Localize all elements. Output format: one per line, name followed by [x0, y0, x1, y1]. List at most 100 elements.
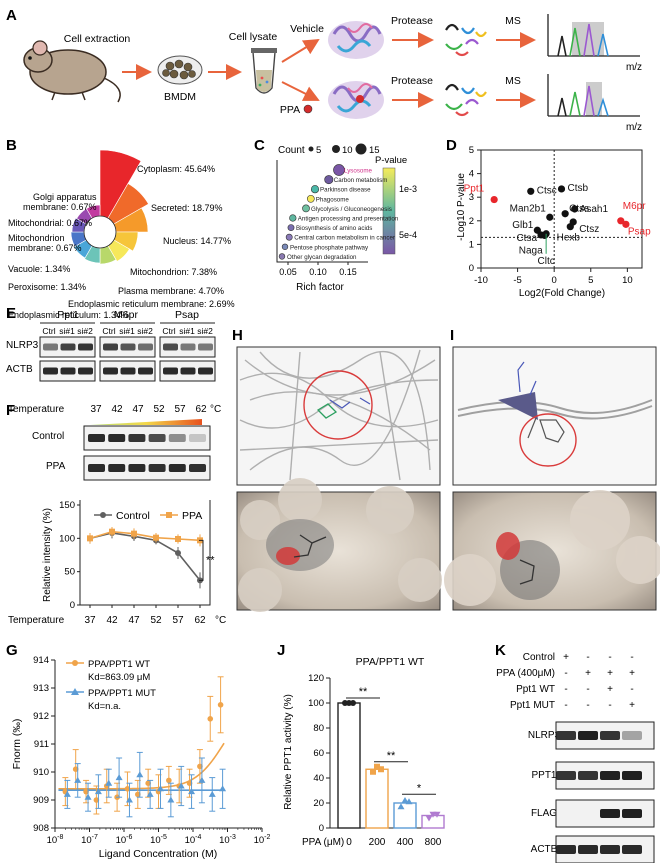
mst-ytick-3: 911	[34, 739, 49, 750]
bar-rep-2-1	[401, 797, 409, 803]
pvalue-label: P-value	[375, 155, 407, 166]
volcano-ytick-5: 5	[469, 145, 474, 156]
blot-e-lane-1-1: si#1	[119, 326, 135, 336]
mouse-illustration	[23, 40, 121, 103]
pie-center	[83, 215, 117, 249]
count-label: Count	[278, 145, 305, 156]
panel-label-j: J	[277, 642, 285, 659]
bar-rep-1-2	[378, 766, 384, 773]
mst-point-wt-15	[217, 702, 224, 708]
blot-k-sign-1-3: +	[629, 668, 635, 679]
bubble-6	[287, 224, 295, 231]
count-legend-15-label: 15	[369, 145, 380, 156]
blot-e-band-2-actb-1	[180, 367, 196, 375]
volcano-label-m6pr: M6pr	[623, 201, 646, 212]
blot-k-sign-3-2: -	[608, 700, 611, 711]
mst-point-mut-8	[146, 790, 154, 797]
ms-spectrum-bottom: m/z	[547, 74, 642, 133]
blot-e-band-1-nlrp3-0	[103, 343, 118, 351]
blot-e-group-psap: Psap	[175, 309, 199, 321]
volcano-ytick-1: 1	[469, 239, 474, 250]
line-f-legend-marker-0	[100, 512, 106, 518]
panel-e-western-blot: Ppt1 M6pr Psap Ctrl si#1 si#2 Ctrl si#1 si#2 C…	[6, 309, 216, 382]
line-f-series-control	[89, 532, 201, 581]
panel-f-cetsa: Temperature 37 42 47 52 57 62 °C Control PPA …	[8, 404, 226, 626]
blot-k-band-ppt1-2	[600, 771, 620, 780]
line-f-legend-control: Control	[116, 510, 150, 522]
bar-sig-2: *	[417, 782, 422, 794]
blot-k-band-ppt1-3	[622, 771, 642, 780]
line-f-legend-ppa: PPA	[182, 510, 202, 522]
blot-e-band-2-actb-2	[198, 367, 213, 375]
blot-k-band-nlrp3-1	[578, 731, 598, 740]
pie-label-mitochondrial: Mitochondrial: 0.67%	[8, 218, 92, 228]
blot-e-row-nlrp3: NLRP3	[6, 340, 39, 351]
volcano-label-ppt1: Ppt1	[464, 184, 485, 195]
volcano-point-ppt1	[490, 195, 498, 204]
blot-e-band-2-nlrp3-0	[163, 343, 178, 351]
volcano-point-ctsc	[527, 187, 535, 195]
count-legend-10	[332, 145, 340, 153]
blot-e-lane-2-2: si#2	[197, 326, 213, 336]
blot-k-band-actb-0	[556, 845, 576, 854]
mst-point-wt-2	[83, 788, 89, 795]
mst-point-wt-10	[166, 777, 172, 784]
cell-lysate-label: Cell lysate	[229, 31, 278, 43]
blot-f-band-control-3	[148, 434, 166, 442]
volcano-point-ctss	[561, 210, 569, 218]
panel-label-a: A	[6, 7, 17, 24]
lysate-tube	[251, 48, 277, 94]
bubble-term-4: Glycolysis / Gluconeogenesis	[311, 206, 392, 213]
volcano-xtick-1: -5	[513, 275, 521, 286]
colorbar-tick-1e3: 1e-3	[399, 184, 417, 194]
bubble-9	[278, 253, 286, 260]
volcano-point-man2b1	[546, 213, 554, 221]
panel-label-i: I	[450, 327, 454, 344]
blot-e-lane-2-1: si#1	[179, 326, 195, 336]
blot-k-sign-0-1: -	[586, 652, 589, 663]
line-f-xtick-42: 42	[106, 615, 118, 626]
mst-point-mut-15	[219, 785, 227, 792]
mst-xtick-6: 10-2	[254, 834, 271, 846]
line-f-xlabel: Temperature	[8, 615, 65, 626]
blot-e-lane-1-2: si#2	[137, 326, 153, 336]
blot-f-row-control: Control	[32, 431, 64, 442]
mst-point-mut-1	[74, 776, 82, 783]
count-legend-5-label: 5	[316, 145, 321, 156]
blot-k-sign-3-0: -	[564, 700, 567, 711]
panel-label-b: B	[6, 137, 17, 154]
bubble-term-3: Phagosome	[316, 196, 350, 203]
colorbar-tick-5e4: 5e-4	[399, 230, 417, 240]
pie-label-golgi-1: Golgi apparatus	[33, 192, 97, 202]
mst-point-mut-7	[136, 771, 144, 778]
peptide-fragments-top	[445, 23, 487, 57]
blot-k-sign-0-2: -	[608, 652, 611, 663]
blot-k-band-flag-3	[622, 809, 642, 818]
mst-point-mut-13	[198, 776, 206, 783]
panel-b-rose-pie	[70, 149, 149, 265]
blot-k-band-actb-1	[578, 845, 598, 854]
bar-rep-3-2	[433, 811, 441, 818]
blot-k-cond-3: Ppt1 MUT	[510, 700, 555, 711]
blot-e-band-2-nlrp3-2	[198, 343, 213, 351]
volcano-label-glb1: Glb1	[512, 220, 534, 231]
vehicle-label: Vehicle	[290, 23, 324, 35]
mst-point-wt-7	[135, 791, 141, 798]
panel-label-g: G	[6, 642, 18, 659]
volcano-label-ctsc: Ctsc	[537, 185, 557, 196]
blot-k-sign-1-1: +	[585, 668, 591, 679]
mst-point-mut-4	[105, 779, 113, 786]
line-f-point-ppa-0	[87, 535, 93, 542]
volcano-label-ctsa: Ctsa	[516, 233, 537, 244]
blot-f-unit: °C	[210, 404, 221, 415]
blot-k-band-actb-2	[600, 845, 620, 854]
protein-vehicle	[328, 21, 384, 59]
mst-point-wt-3	[93, 797, 100, 803]
volcano-ytick-3: 3	[469, 192, 474, 203]
bubble-term-0: Lysosome	[344, 168, 373, 175]
line-f-ytick-50: 50	[64, 567, 75, 578]
volcano-label-asah1: Asah1	[580, 204, 609, 215]
pie-label-cytoplasm: Cytoplasm: 45.64%	[137, 164, 215, 174]
